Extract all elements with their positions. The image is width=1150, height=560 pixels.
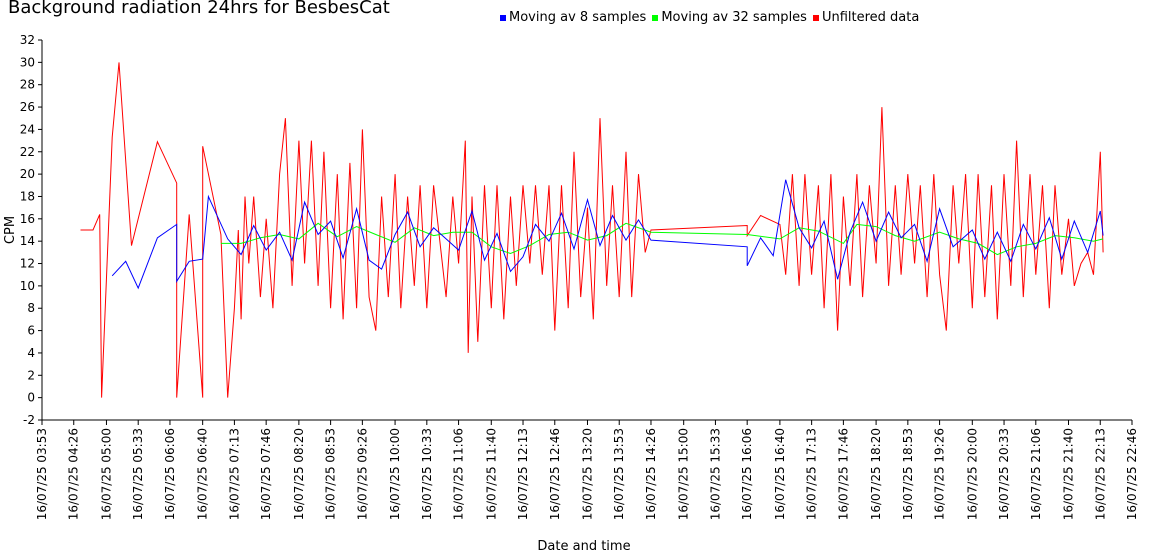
x-tick-label: 16/07/25 20:00	[965, 428, 979, 520]
x-tick-label: 16/07/25 06:40	[196, 428, 210, 520]
y-tick-label: 26	[20, 100, 35, 114]
y-tick-label: -2	[23, 413, 35, 427]
legend-swatch-red	[812, 14, 819, 21]
x-axis-label: Date and time	[537, 539, 630, 554]
legend-label: Moving av 8 samples	[509, 10, 647, 25]
legend-item-moving-av-32: Moving av 32 samples	[652, 10, 807, 25]
x-tick-label: 16/07/25 10:00	[388, 428, 402, 520]
legend-label: Unfiltered data	[821, 10, 920, 25]
x-tick-label: 16/07/25 03:53	[35, 428, 49, 520]
x-tick-label: 16/07/25 15:00	[677, 428, 691, 520]
x-tick-label: 16/07/25 11:06	[452, 428, 466, 520]
y-tick-label: 2	[27, 368, 35, 382]
x-tick-label: 16/07/25 12:13	[516, 428, 530, 520]
y-tick-label: 6	[27, 324, 35, 338]
x-tick-label: 16/07/25 18:53	[901, 428, 915, 520]
series-layer	[80, 62, 1104, 398]
x-tick-label: 16/07/25 09:26	[355, 428, 369, 520]
legend: Moving av 8 samples Moving av 32 samples…	[500, 10, 925, 25]
x-tick-label: 16/07/25 17:46	[836, 428, 850, 520]
y-tick-label: 10	[20, 279, 35, 293]
x-tick-label: 16/07/25 08:20	[292, 428, 306, 520]
legend-label: Moving av 32 samples	[661, 10, 807, 25]
legend-item-moving-av-8: Moving av 8 samples	[500, 10, 646, 25]
x-tick-label: 16/07/25 05:00	[99, 428, 113, 520]
y-tick-label: 30	[20, 55, 35, 69]
y-tick-label: 16	[20, 212, 35, 226]
x-tick-label: 16/07/25 13:20	[580, 428, 594, 520]
series-line-3	[80, 62, 1104, 398]
x-tick-label: 16/07/25 16:06	[740, 428, 754, 520]
legend-swatch-blue	[500, 14, 506, 21]
x-tick-label: 16/07/25 21:40	[1062, 428, 1076, 520]
x-tick-label: 16/07/25 05:33	[131, 428, 145, 520]
x-tick-label: 16/07/25 16:40	[773, 428, 787, 520]
y-tick-label: 28	[20, 78, 35, 92]
x-tick-label: 16/07/25 17:13	[805, 428, 819, 520]
x-tick-label: 16/07/25 14:26	[644, 428, 658, 520]
x-tick-label: 16/07/25 07:13	[227, 428, 241, 520]
series-line-2	[220, 222, 1104, 256]
legend-item-unfiltered: Unfiltered data	[812, 10, 920, 25]
x-tick-label: 16/07/25 06:06	[163, 428, 177, 520]
y-tick-label: 8	[27, 301, 35, 315]
legend-swatch-green	[652, 14, 659, 21]
x-tick-label: 16/07/25 10:33	[420, 428, 434, 520]
x-tick-label: 16/07/25 15:33	[708, 428, 722, 520]
x-tick-label: 16/07/25 07:46	[259, 428, 273, 520]
x-tick-label: 16/07/25 12:46	[548, 428, 562, 520]
y-tick-label: 0	[27, 391, 35, 405]
x-tick-label: 16/07/25 13:53	[612, 428, 626, 520]
x-tick-label: 16/07/25 18:20	[869, 428, 883, 520]
x-tick-label: 16/07/25 04:26	[67, 428, 81, 520]
chart-title: Background radiation 24hrs for BesbesCat	[8, 0, 390, 18]
x-tick-label: 16/07/25 21:06	[1029, 428, 1043, 520]
y-tick-label: 18	[20, 189, 35, 203]
y-tick-label: 20	[20, 167, 35, 181]
x-tick-label: 16/07/25 20:33	[997, 428, 1011, 520]
series-line-1	[111, 179, 1104, 290]
y-tick-label: 22	[20, 145, 35, 159]
y-tick-label: 4	[27, 346, 35, 360]
y-tick-label: 12	[20, 257, 35, 271]
axes-layer: -20246810121416182022242628303216/07/25 …	[20, 33, 1139, 520]
x-tick-label: 16/07/25 11:40	[484, 428, 498, 520]
y-axis-label: CPM	[3, 216, 18, 244]
x-tick-label: 16/07/25 19:26	[933, 428, 947, 520]
x-tick-label: 16/07/25 22:13	[1093, 428, 1107, 520]
x-tick-label: 16/07/25 08:53	[324, 428, 338, 520]
x-tick-label: 16/07/25 22:46	[1125, 428, 1139, 520]
y-tick-label: 32	[20, 33, 35, 47]
y-tick-label: 24	[20, 122, 35, 136]
y-tick-label: 14	[20, 234, 35, 248]
